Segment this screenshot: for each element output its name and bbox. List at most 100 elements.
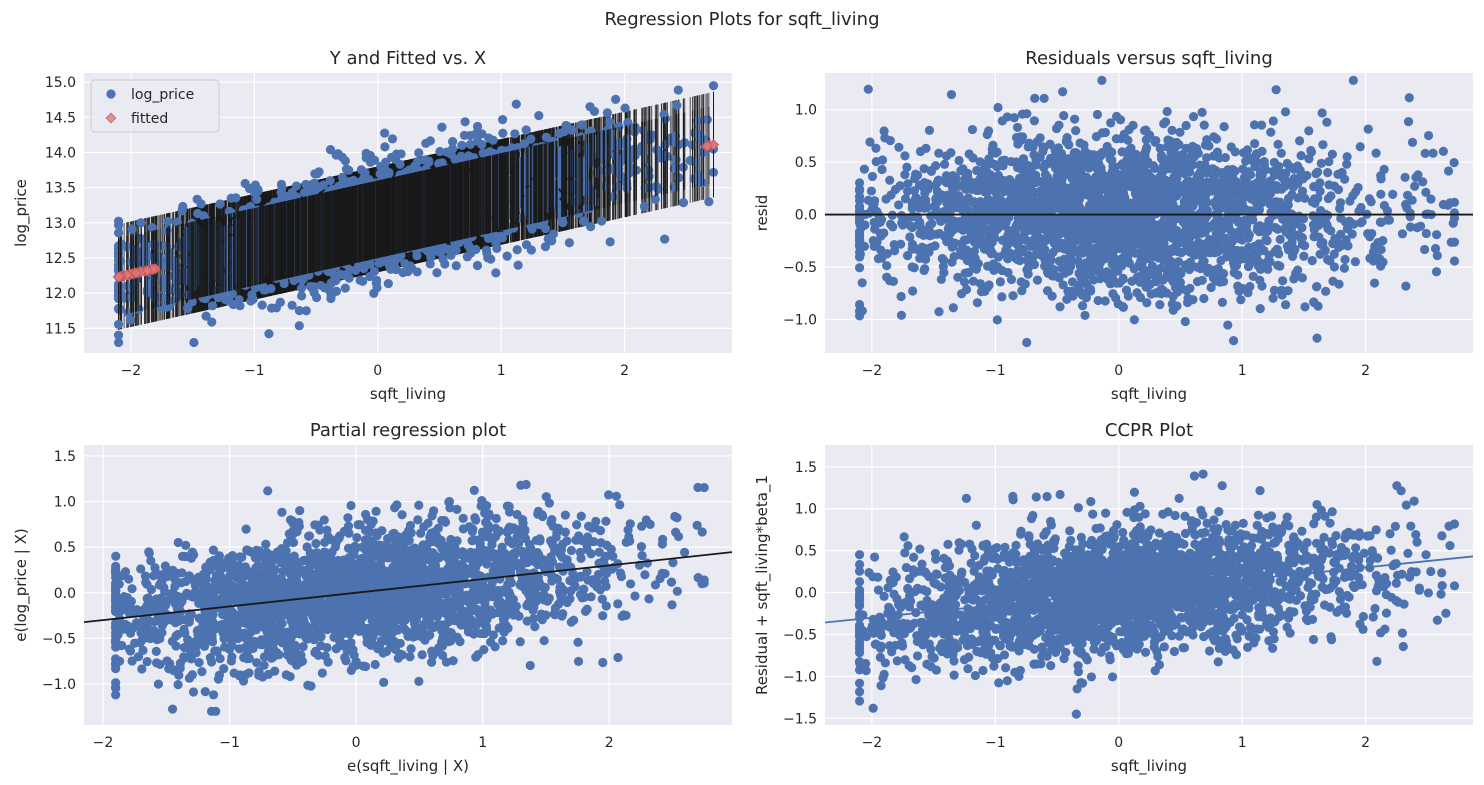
y-axis-label: log_price	[12, 179, 31, 247]
data-point	[159, 277, 169, 287]
x-tick-label: 2	[620, 363, 629, 379]
data-point	[340, 283, 350, 293]
data-point	[309, 287, 319, 298]
data-point	[419, 155, 430, 165]
data-point	[448, 144, 458, 154]
x-axis-label: sqft_living	[370, 385, 446, 404]
data-point	[708, 81, 719, 91]
data-point	[386, 264, 396, 274]
data-point	[672, 100, 682, 111]
data-point	[123, 308, 133, 318]
data-point	[511, 99, 521, 109]
data-point	[425, 259, 435, 269]
data-point	[391, 154, 401, 165]
data-point	[477, 139, 487, 150]
data-point	[341, 164, 352, 174]
data-point	[498, 115, 508, 125]
data-point	[369, 155, 380, 165]
data-point	[605, 237, 615, 247]
data-point	[201, 311, 211, 321]
data-point	[611, 94, 621, 104]
data-point	[478, 148, 488, 158]
data-point	[435, 146, 445, 157]
data-point	[673, 85, 683, 95]
data-point	[491, 268, 501, 278]
data-point	[497, 233, 508, 243]
data-point	[620, 103, 630, 113]
data-point	[387, 134, 398, 144]
data-point	[163, 216, 173, 226]
data-point	[434, 159, 444, 169]
data-point	[704, 197, 714, 207]
data-point	[521, 125, 531, 135]
data-point	[275, 297, 285, 307]
data-point	[578, 216, 589, 226]
data-point	[564, 238, 574, 248]
data-point	[451, 261, 461, 271]
data-point	[325, 176, 335, 186]
data-point	[605, 117, 615, 127]
data-point	[597, 216, 607, 226]
y-tick-label: 12.0	[45, 286, 76, 302]
data-point	[296, 283, 307, 293]
data-point	[248, 294, 258, 304]
data-point	[534, 111, 544, 121]
data-point	[113, 220, 124, 230]
data-point	[113, 337, 124, 348]
y-tick-label: 13.0	[45, 216, 76, 232]
data-point	[113, 319, 124, 329]
data-point	[602, 108, 612, 118]
data-point	[405, 261, 416, 271]
data-point	[215, 199, 225, 209]
data-point	[510, 129, 520, 139]
data-point	[361, 153, 371, 163]
data-point	[702, 115, 712, 125]
data-point	[314, 167, 324, 177]
data-point	[650, 194, 660, 204]
x-tick-label: −2	[121, 363, 142, 379]
data-point	[472, 121, 483, 132]
data-point	[234, 295, 244, 305]
data-point	[224, 296, 235, 307]
data-point	[259, 285, 269, 295]
y-tick-label: 14.5	[45, 110, 76, 126]
data-point	[425, 136, 435, 146]
data-point	[301, 188, 311, 198]
y-tick-label: 13.5	[45, 181, 76, 197]
data-point	[369, 288, 379, 298]
data-point	[199, 211, 209, 221]
data-point	[294, 321, 304, 331]
data-point	[558, 218, 568, 228]
x-tick-label: 1	[497, 363, 506, 379]
data-point	[157, 292, 168, 303]
data-point	[459, 130, 470, 141]
data-point	[526, 134, 536, 144]
data-point	[472, 260, 483, 271]
data-point	[577, 120, 587, 130]
data-point	[477, 129, 487, 139]
data-point	[297, 291, 307, 301]
data-point	[502, 251, 512, 261]
data-point	[291, 181, 302, 191]
y-tick-label: 12.5	[45, 251, 76, 267]
data-point	[301, 306, 311, 316]
data-point	[660, 234, 670, 244]
data-point	[651, 181, 661, 191]
data-point	[287, 300, 297, 310]
data-point	[484, 133, 494, 143]
data-point	[189, 337, 199, 348]
data-point	[372, 275, 382, 285]
data-point	[380, 128, 390, 138]
data-point	[331, 286, 342, 296]
data-point	[340, 156, 351, 166]
data-point	[586, 222, 596, 232]
x-tick-label: 0	[373, 363, 382, 379]
data-point	[183, 303, 193, 314]
panel-title: Y and Fitted vs. X	[329, 48, 487, 69]
data-point	[351, 265, 361, 275]
data-point	[253, 185, 263, 195]
data-point	[589, 106, 600, 116]
y-tick-label: 14.0	[45, 145, 76, 161]
data-point	[460, 117, 470, 127]
data-point	[177, 206, 187, 216]
